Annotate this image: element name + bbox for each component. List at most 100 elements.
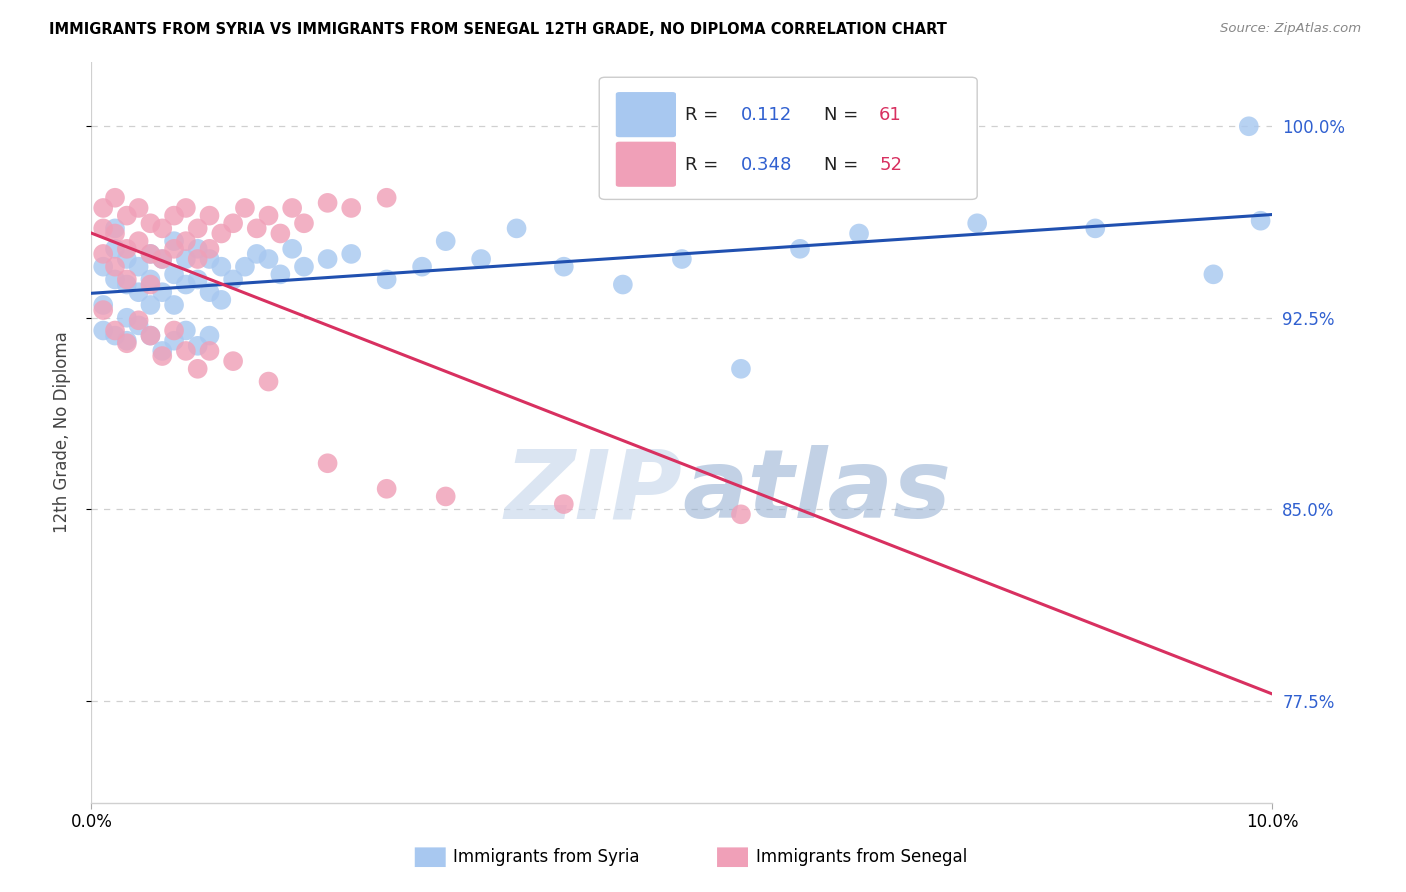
- Point: [292, 260, 315, 274]
- Point: [115, 272, 138, 286]
- Point: [104, 324, 127, 338]
- Point: [1237, 120, 1260, 134]
- Point: [139, 277, 162, 292]
- Point: [375, 191, 398, 205]
- Point: [115, 252, 138, 266]
- Point: [115, 334, 138, 348]
- Text: Source: ZipAtlas.com: Source: ZipAtlas.com: [1220, 22, 1361, 36]
- Point: [198, 343, 221, 358]
- Point: [246, 247, 269, 261]
- Point: [139, 247, 162, 261]
- Point: [198, 328, 221, 343]
- Text: 52: 52: [879, 155, 903, 174]
- Text: N =: N =: [824, 155, 858, 174]
- Point: [163, 242, 186, 256]
- Point: [434, 234, 457, 248]
- Point: [139, 247, 162, 261]
- Point: [150, 221, 173, 235]
- Point: [128, 318, 150, 333]
- Point: [150, 252, 173, 266]
- Point: [209, 293, 232, 307]
- Point: [163, 234, 186, 248]
- Point: [1202, 268, 1225, 282]
- Point: [1084, 221, 1107, 235]
- Text: N =: N =: [824, 106, 858, 124]
- Point: [789, 242, 811, 256]
- Point: [187, 361, 209, 376]
- Point: [187, 252, 209, 266]
- Point: [187, 339, 209, 353]
- Point: [233, 201, 256, 215]
- Point: [163, 209, 186, 223]
- Point: [292, 216, 315, 230]
- Point: [257, 209, 280, 223]
- Point: [848, 227, 870, 241]
- Text: 0.348: 0.348: [741, 155, 793, 174]
- Point: [174, 252, 197, 266]
- Text: ZIP: ZIP: [503, 445, 682, 539]
- Point: [91, 303, 114, 318]
- Point: [375, 482, 398, 496]
- Point: [163, 298, 186, 312]
- Point: [198, 285, 221, 300]
- Point: [222, 272, 245, 286]
- Point: [91, 201, 114, 215]
- Point: [115, 336, 138, 351]
- Point: [174, 277, 197, 292]
- Point: [411, 260, 433, 274]
- Point: [257, 252, 280, 266]
- Text: Immigrants from Syria: Immigrants from Syria: [453, 848, 640, 866]
- Text: 61: 61: [879, 106, 901, 124]
- Point: [187, 221, 209, 235]
- Point: [340, 201, 363, 215]
- Point: [269, 268, 291, 282]
- Text: 0.112: 0.112: [741, 106, 792, 124]
- Point: [233, 260, 256, 274]
- Point: [150, 349, 173, 363]
- Point: [104, 242, 127, 256]
- Point: [340, 247, 363, 261]
- Point: [730, 508, 752, 522]
- Point: [104, 272, 127, 286]
- Point: [505, 221, 527, 235]
- Point: [91, 247, 114, 261]
- Point: [281, 242, 304, 256]
- Point: [966, 216, 988, 230]
- Point: [281, 201, 304, 215]
- FancyBboxPatch shape: [616, 142, 676, 186]
- Point: [187, 272, 209, 286]
- Point: [209, 227, 232, 241]
- Point: [222, 354, 245, 368]
- Point: [316, 456, 339, 470]
- Point: [163, 324, 186, 338]
- Point: [104, 260, 127, 274]
- Point: [198, 242, 221, 256]
- Point: [128, 234, 150, 248]
- Text: Immigrants from Senegal: Immigrants from Senegal: [756, 848, 967, 866]
- Point: [553, 260, 575, 274]
- Point: [150, 252, 173, 266]
- Point: [187, 242, 209, 256]
- Point: [375, 272, 398, 286]
- Text: atlas: atlas: [682, 445, 950, 539]
- Point: [209, 260, 232, 274]
- Point: [128, 313, 150, 327]
- Point: [198, 252, 221, 266]
- FancyBboxPatch shape: [616, 92, 676, 137]
- Point: [139, 272, 162, 286]
- Point: [257, 375, 280, 389]
- Point: [174, 343, 197, 358]
- Point: [730, 361, 752, 376]
- Point: [553, 497, 575, 511]
- Point: [128, 285, 150, 300]
- Point: [115, 310, 138, 325]
- Point: [91, 298, 114, 312]
- Point: [104, 221, 127, 235]
- Point: [128, 201, 150, 215]
- Y-axis label: 12th Grade, No Diploma: 12th Grade, No Diploma: [52, 332, 70, 533]
- Point: [150, 285, 173, 300]
- Point: [316, 252, 339, 266]
- Point: [269, 227, 291, 241]
- Point: [104, 328, 127, 343]
- Point: [470, 252, 492, 266]
